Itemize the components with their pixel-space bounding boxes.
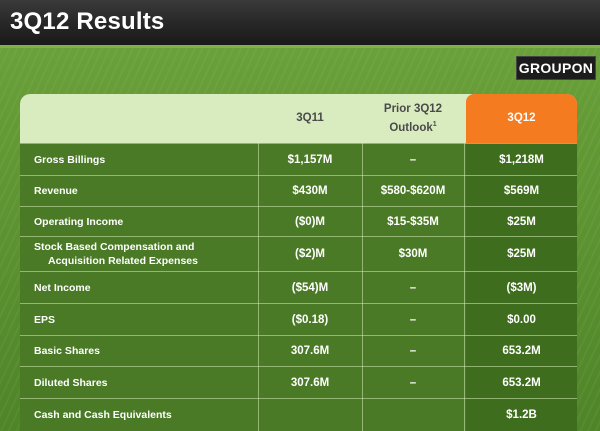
- row-label: EPS: [34, 313, 56, 326]
- table-row: Basic Shares 307.6M – 653.2M: [20, 335, 577, 366]
- row-label: Gross Billings: [34, 153, 106, 166]
- row-label: Cash and Cash Equivalents: [34, 409, 172, 421]
- value-3q12: ($3M): [506, 281, 537, 294]
- table-row: Diluted Shares 307.6M – 653.2M: [20, 366, 577, 398]
- value-prior-outlook: $15-$35M: [387, 215, 439, 228]
- column-header-label: 3Q11: [296, 112, 324, 124]
- value-prior-outlook: $580-$620M: [380, 185, 446, 197]
- table-row: Operating Income ($0)M $15-$35M $25M: [20, 206, 577, 236]
- row-label: Operating Income: [34, 215, 124, 228]
- value-3q11: [258, 399, 362, 431]
- value-prior-outlook: –: [409, 281, 417, 294]
- value-3q12: 653.2M: [502, 376, 541, 389]
- current-quarter-column-bg: [466, 143, 577, 431]
- table-row: Gross Billings $1,157M – $1,218M: [20, 143, 577, 175]
- value-3q11: ($0.18): [291, 313, 329, 326]
- value-3q12: $1.2B: [506, 409, 537, 421]
- column-divider: [258, 143, 259, 431]
- value-3q11: ($0)M: [294, 215, 326, 228]
- value-3q11: 307.6M: [290, 376, 330, 389]
- row-label-line1: Stock Based Compensation and: [34, 241, 195, 253]
- value-prior-outlook: –: [409, 376, 417, 389]
- column-header-line1: Prior 3Q12: [383, 102, 443, 115]
- column-header-prior-outlook: Prior 3Q12 Outlook1: [362, 94, 464, 143]
- value-prior-outlook: [362, 399, 464, 431]
- table-row: Net Income ($54)M – ($3M): [20, 271, 577, 303]
- slide-title: 3Q12 Results: [10, 8, 165, 35]
- value-3q12: $1,218M: [499, 153, 544, 166]
- table-row: EPS ($0.18) – $0.00: [20, 303, 577, 335]
- column-header-label: 3Q12: [507, 112, 536, 124]
- column-divider: [362, 143, 363, 431]
- value-3q11: ($2)M: [294, 248, 326, 260]
- value-3q12: $569M: [503, 185, 540, 197]
- row-label: Basic Shares: [34, 345, 100, 357]
- table-row: Cash and Cash Equivalents $1.2B: [20, 398, 577, 431]
- row-label: Net Income: [34, 281, 91, 294]
- table-row: Stock Based Compensation and Acquisition…: [20, 236, 577, 271]
- value-3q11: $1,157M: [287, 153, 333, 166]
- value-3q12: 653.2M: [502, 345, 541, 357]
- column-header-line2: Outlook: [389, 121, 433, 134]
- footnote-marker: 1: [432, 120, 437, 128]
- value-prior-outlook: $30M: [398, 248, 428, 260]
- column-divider: [464, 143, 465, 431]
- row-label: Revenue: [34, 185, 78, 197]
- value-3q12: $25M: [507, 215, 536, 228]
- row-label-line2: Acquisition Related Expenses: [48, 255, 198, 267]
- title-bar: 3Q12 Results: [0, 0, 600, 48]
- value-3q11: ($54)M: [291, 281, 329, 294]
- value-prior-outlook: –: [409, 313, 417, 326]
- groupon-logo: GROUPON: [516, 56, 596, 80]
- column-header-3q12: 3Q12: [466, 94, 577, 143]
- column-header-3q11: 3Q11: [258, 94, 362, 143]
- value-3q11: 307.6M: [290, 345, 330, 357]
- value-prior-outlook: –: [409, 345, 417, 357]
- row-label: Stock Based Compensation and Acquisition…: [34, 237, 254, 271]
- column-header-label: Prior 3Q12 Outlook1: [384, 102, 442, 136]
- value-3q12: $25M: [507, 248, 536, 260]
- value-3q11: $430M: [292, 185, 328, 197]
- results-table: 3Q11 Prior 3Q12 Outlook1 3Q12 Gross Bill…: [20, 94, 577, 431]
- row-label: Diluted Shares: [34, 376, 108, 389]
- value-3q12: $0.00: [507, 313, 536, 326]
- value-prior-outlook: –: [409, 153, 417, 166]
- table-row: Revenue $430M $580-$620M $569M: [20, 175, 577, 206]
